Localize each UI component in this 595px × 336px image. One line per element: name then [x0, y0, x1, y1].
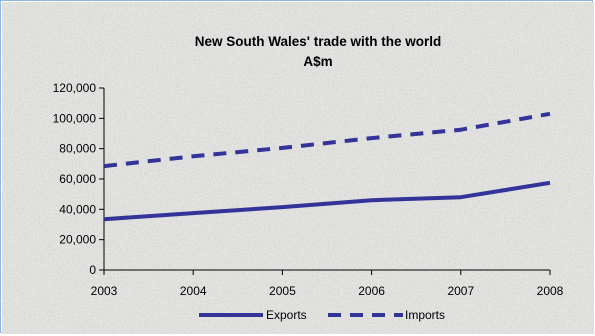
x-tick-label: 2006: [358, 284, 385, 298]
y-tick-label: 20,000: [59, 233, 96, 247]
axes: 0 20,000 40,000 60,000 80,000 100,000 120,000 2…: [53, 81, 564, 298]
series-layer: [103, 111, 551, 222]
legend-label-imports: Imports: [405, 308, 445, 322]
legend-label-exports: Exports: [266, 308, 307, 322]
x-tick-label: 2004: [180, 284, 207, 298]
series-line-exports: [103, 180, 551, 222]
chart-title: New South Wales' trade with the world: [195, 34, 441, 49]
x-tick-label: 2005: [269, 284, 296, 298]
y-tick-label: 0: [89, 263, 96, 277]
x-tick-label: 2007: [447, 284, 474, 298]
y-tick-label: 60,000: [59, 172, 96, 186]
legend: Exports Imports: [199, 308, 445, 322]
x-tick-label: 2008: [537, 284, 564, 298]
y-tick-label: 120,000: [53, 81, 97, 95]
x-tick-label: 2003: [91, 284, 118, 298]
y-tick-label: 100,000: [53, 111, 97, 125]
y-tick-label: 80,000: [59, 142, 96, 156]
series-line-imports: [103, 111, 551, 169]
chart-subtitle: A$m: [303, 54, 332, 69]
y-tick-label: 40,000: [59, 202, 96, 216]
